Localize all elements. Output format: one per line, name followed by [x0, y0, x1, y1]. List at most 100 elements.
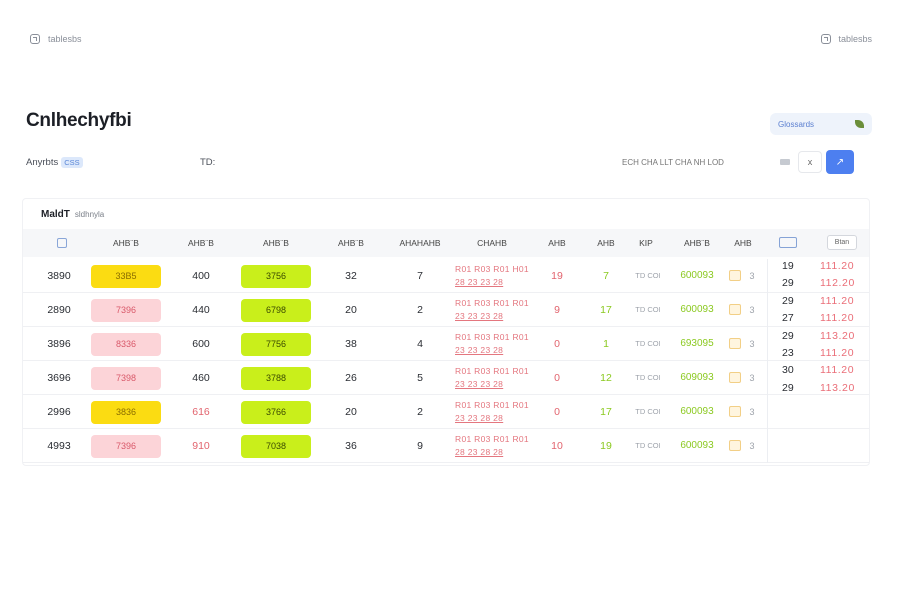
value-cell: 12 — [600, 372, 612, 384]
card-title-text: MaldT — [41, 209, 70, 220]
rate-grid-line: 23 23 28 28 — [455, 413, 504, 423]
view-toggle-button[interactable] — [774, 151, 796, 173]
value-cell: 910 — [192, 440, 210, 452]
value-cell: 17 — [600, 406, 612, 418]
rate-grid: R01 R03 R01 H01 28 23 23 28 — [455, 263, 529, 289]
rate-grid-line: R01 R03 R01 R01 — [455, 366, 529, 376]
side-price: 113.20 — [820, 381, 855, 394]
value-cell: 10 — [551, 440, 563, 452]
count-cell: 3 — [749, 373, 755, 383]
top-bar: tablesbs tablesbs — [0, 0, 900, 80]
status-cell: TD COI — [635, 339, 661, 348]
code-badge: 8336 — [91, 333, 161, 356]
rate-grid: R01 R03 R01 R01 23 23 23 28 — [455, 297, 529, 323]
column-settings-icon[interactable] — [779, 237, 797, 248]
count-cell: 3 — [749, 407, 755, 417]
status-cell: TD COI — [635, 441, 661, 450]
table-row[interactable]: 2996 3836 616 3766 20 2 R01 R03 R01 R01 23 23 2… — [23, 395, 869, 429]
filter-chip[interactable]: CSS — [61, 156, 83, 168]
value-cell: 9 — [554, 304, 560, 316]
top-right-link[interactable]: tablesbs — [821, 34, 872, 44]
value-cell: 19 — [551, 270, 563, 282]
column-header[interactable]: AHB¨B — [684, 238, 710, 248]
side-number: 29 — [782, 294, 794, 307]
row-id: 2890 — [47, 304, 71, 316]
column-header[interactable]: AHB¨B — [263, 238, 289, 248]
score-badge: 3756 — [241, 265, 311, 288]
flag-icon[interactable] — [729, 304, 741, 315]
open-external-icon — [821, 34, 832, 44]
rate-grid-line: 23 23 23 28 — [455, 379, 504, 389]
column-header[interactable]: AHB — [597, 238, 615, 248]
code-badge: 7396 — [91, 435, 161, 458]
row-id: 3696 — [47, 372, 71, 384]
column-header[interactable]: AHB¨B — [338, 238, 364, 248]
value-cell: 0 — [554, 338, 560, 350]
flag-icon[interactable] — [729, 270, 741, 281]
side-row: 19 111.20 — [766, 258, 870, 275]
table-row[interactable]: 3890 33B5 400 3756 32 7 R01 R03 R01 H01 28 23 2… — [23, 259, 869, 293]
top-left-link[interactable]: tablesbs — [30, 34, 82, 44]
flag-icon[interactable] — [729, 338, 741, 349]
score-badge: 7038 — [241, 435, 311, 458]
column-header[interactable]: KIP — [639, 238, 653, 248]
divider — [767, 293, 768, 327]
header-button[interactable]: Btan — [827, 235, 857, 250]
divider — [767, 259, 768, 293]
value-cell: 5 — [417, 372, 423, 384]
table-row[interactable]: 3896 8336 600 7756 38 4 R01 R03 R01 R01 23 23 2… — [23, 327, 869, 361]
value-cell: 460 — [192, 372, 210, 384]
divider — [767, 395, 768, 429]
value-cell: 17 — [600, 304, 612, 316]
value-cell: 440 — [192, 304, 210, 316]
card-subtitle: sldhnyla — [74, 210, 105, 219]
score-badge: 3766 — [241, 401, 311, 424]
rate-grid: R01 R03 R01 R01 28 23 28 28 — [455, 433, 529, 459]
value-cell: 400 — [192, 270, 210, 282]
header-action-pill[interactable]: Glossards — [770, 113, 872, 135]
column-header[interactable]: AHB — [548, 238, 566, 248]
flag-icon[interactable] — [729, 372, 741, 383]
rate-grid-line: R01 R03 R01 R01 — [455, 298, 529, 308]
rate-grid-line: 28 23 28 28 — [455, 447, 504, 457]
code-cell: 693095 — [680, 338, 714, 349]
table-card: MaldT sldhnyla AHB¨B AHB¨B AHB¨B AHB¨B A… — [22, 198, 870, 466]
filter-mid-label: TD: — [200, 156, 216, 168]
status-cell: TD COI — [635, 373, 661, 382]
side-row: 29 113.20 — [766, 380, 870, 397]
side-number: 19 — [782, 260, 794, 272]
side-price: 111.20 — [820, 260, 855, 272]
side-row: 29 112.20 — [766, 275, 870, 292]
divider — [767, 361, 768, 395]
go-button[interactable]: ↗ — [826, 150, 854, 174]
column-header[interactable]: AHAHAHB — [399, 238, 441, 248]
header-pill-label: Glossards — [778, 119, 815, 129]
select-all-checkbox[interactable] — [57, 238, 67, 248]
count-cell: 3 — [749, 339, 755, 349]
flag-icon[interactable] — [729, 440, 741, 451]
rate-grid-line: 28 23 23 28 — [455, 277, 504, 287]
table-row[interactable]: 2890 7396 440 6798 20 2 R01 R03 R01 R01 23 23 2… — [23, 293, 869, 327]
side-number: 29 — [782, 381, 794, 394]
value-cell: 0 — [554, 372, 560, 384]
flag-icon[interactable] — [729, 406, 741, 417]
value-cell: 20 — [345, 304, 357, 316]
table-row[interactable]: 4993 7396 910 7038 36 9 R01 R03 R01 R01 28 23 2… — [23, 429, 869, 463]
table-row[interactable]: 3696 7398 460 3788 26 5 R01 R03 R01 R01 23 23 2… — [23, 361, 869, 395]
code-cell: 609093 — [680, 372, 714, 383]
count-cell: 3 — [749, 441, 755, 451]
score-badge: 6798 — [241, 299, 311, 322]
column-header[interactable]: CHAHB — [477, 238, 507, 248]
search-input[interactable] — [622, 151, 762, 173]
column-header[interactable]: AHB — [734, 238, 752, 248]
value-cell: 600 — [192, 338, 210, 350]
score-badge: 7756 — [241, 333, 311, 356]
column-header[interactable]: AHB¨B — [113, 238, 139, 248]
page-title: Cnlhechyfbi — [26, 110, 132, 131]
row-id: 2996 — [47, 406, 71, 418]
value-cell: 9 — [417, 440, 423, 452]
table-header: AHB¨B AHB¨B AHB¨B AHB¨B AHAHAHB CHAHB AH… — [23, 229, 869, 257]
side-price: 113.20 — [820, 329, 855, 342]
clear-button[interactable]: x — [798, 151, 822, 173]
column-header[interactable]: AHB¨B — [188, 238, 214, 248]
